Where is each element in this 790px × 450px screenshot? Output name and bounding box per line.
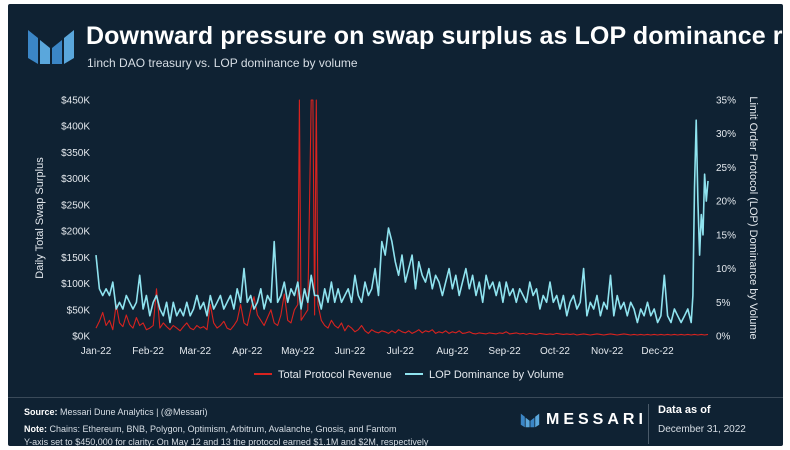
y-tick-label: $450K (61, 96, 90, 107)
dual-axis-chart: $0K $50K $100K $150K $200K $250K $300K $350K $40… (34, 96, 759, 382)
x-tick-label: Aug-22 (436, 346, 469, 357)
messari-brand-icon (520, 413, 540, 428)
legend-dominance-label: LOP Dominance by Volume (429, 369, 564, 381)
y-tick-label: $150K (61, 253, 90, 264)
y-tick-label: $350K (61, 148, 90, 159)
y-axis-title: Daily Total Swap Surplus (34, 157, 46, 279)
y2-tick-label: 30% (716, 129, 736, 140)
y2-tick-label: 5% (716, 298, 731, 309)
y2-tick-label: 25% (716, 163, 736, 174)
y2-tick-label: 10% (716, 264, 736, 275)
note-text-1: Chains: Ethereum, BNB, Polygon, Optimism… (49, 424, 397, 434)
x-tick-label: Oct-22 (540, 346, 570, 357)
y2-tick-label: 35% (716, 96, 736, 107)
y-tick-label: $50K (67, 305, 91, 316)
y-tick-label: $300K (61, 174, 90, 185)
x-tick-label: Dec-22 (641, 346, 674, 357)
note-label: Note: (24, 424, 47, 434)
x-tick-label: Apr-22 (232, 346, 262, 357)
x-tick-label: Jan-22 (81, 346, 112, 357)
y-tick-label: $400K (61, 122, 90, 133)
source-text: Messari Dune Analytics | (@Messari) (60, 407, 208, 417)
footer-notes: Source: Messari Dune Analytics | (@Messa… (24, 406, 624, 446)
footer-divider (648, 404, 649, 444)
messari-logo-icon (28, 30, 74, 64)
note-text-2: Y-axis set to $450,000 for clarity: On M… (24, 437, 429, 446)
chart-title: Downward pressure on swap surplus as LOP… (86, 22, 783, 50)
y-tick-label: $100K (61, 279, 90, 290)
note-line-1: Note: Chains: Ethereum, BNB, Polygon, Op… (24, 423, 624, 436)
messari-wordmark: MESSARI (546, 411, 647, 428)
y-tick-label: $250K (61, 200, 90, 211)
y2-axis-title: Limit Order Protocol (LOP) Dominance by … (747, 96, 759, 339)
x-tick-label: Nov-22 (591, 346, 624, 357)
x-tick-label: May-22 (281, 346, 315, 357)
data-as-of-date: December 31, 2022 (658, 424, 746, 435)
x-tick-label: Mar-22 (179, 346, 211, 357)
source-line: Source: Messari Dune Analytics | (@Messa… (24, 406, 624, 419)
chart-subtitle: 1inch DAO treasury vs. LOP dominance by … (87, 56, 358, 70)
footer: Source: Messari Dune Analytics | (@Messa… (8, 397, 783, 446)
x-tick-label: Jul-22 (387, 346, 415, 357)
x-tick-label: Sep-22 (488, 346, 521, 357)
source-label: Source: (24, 407, 58, 417)
y-tick-label: $0K (72, 332, 90, 343)
messari-brand: MESSARI (520, 410, 647, 430)
legend-revenue-label: Total Protocol Revenue (278, 369, 392, 381)
y2-tick-label: 20% (716, 197, 736, 208)
x-tick-label: Feb-22 (132, 346, 164, 357)
dominance-series-line (95, 119, 709, 324)
y2-tick-label: 15% (716, 230, 736, 241)
chart-card: Downward pressure on swap surplus as LOP… (8, 4, 783, 446)
data-as-of-label: Data as of (658, 404, 711, 416)
y-tick-label: $200K (61, 227, 90, 238)
x-tick-label: Jun-22 (335, 346, 366, 357)
revenue-series-line (95, 99, 709, 336)
y2-tick-label: 0% (716, 332, 731, 343)
